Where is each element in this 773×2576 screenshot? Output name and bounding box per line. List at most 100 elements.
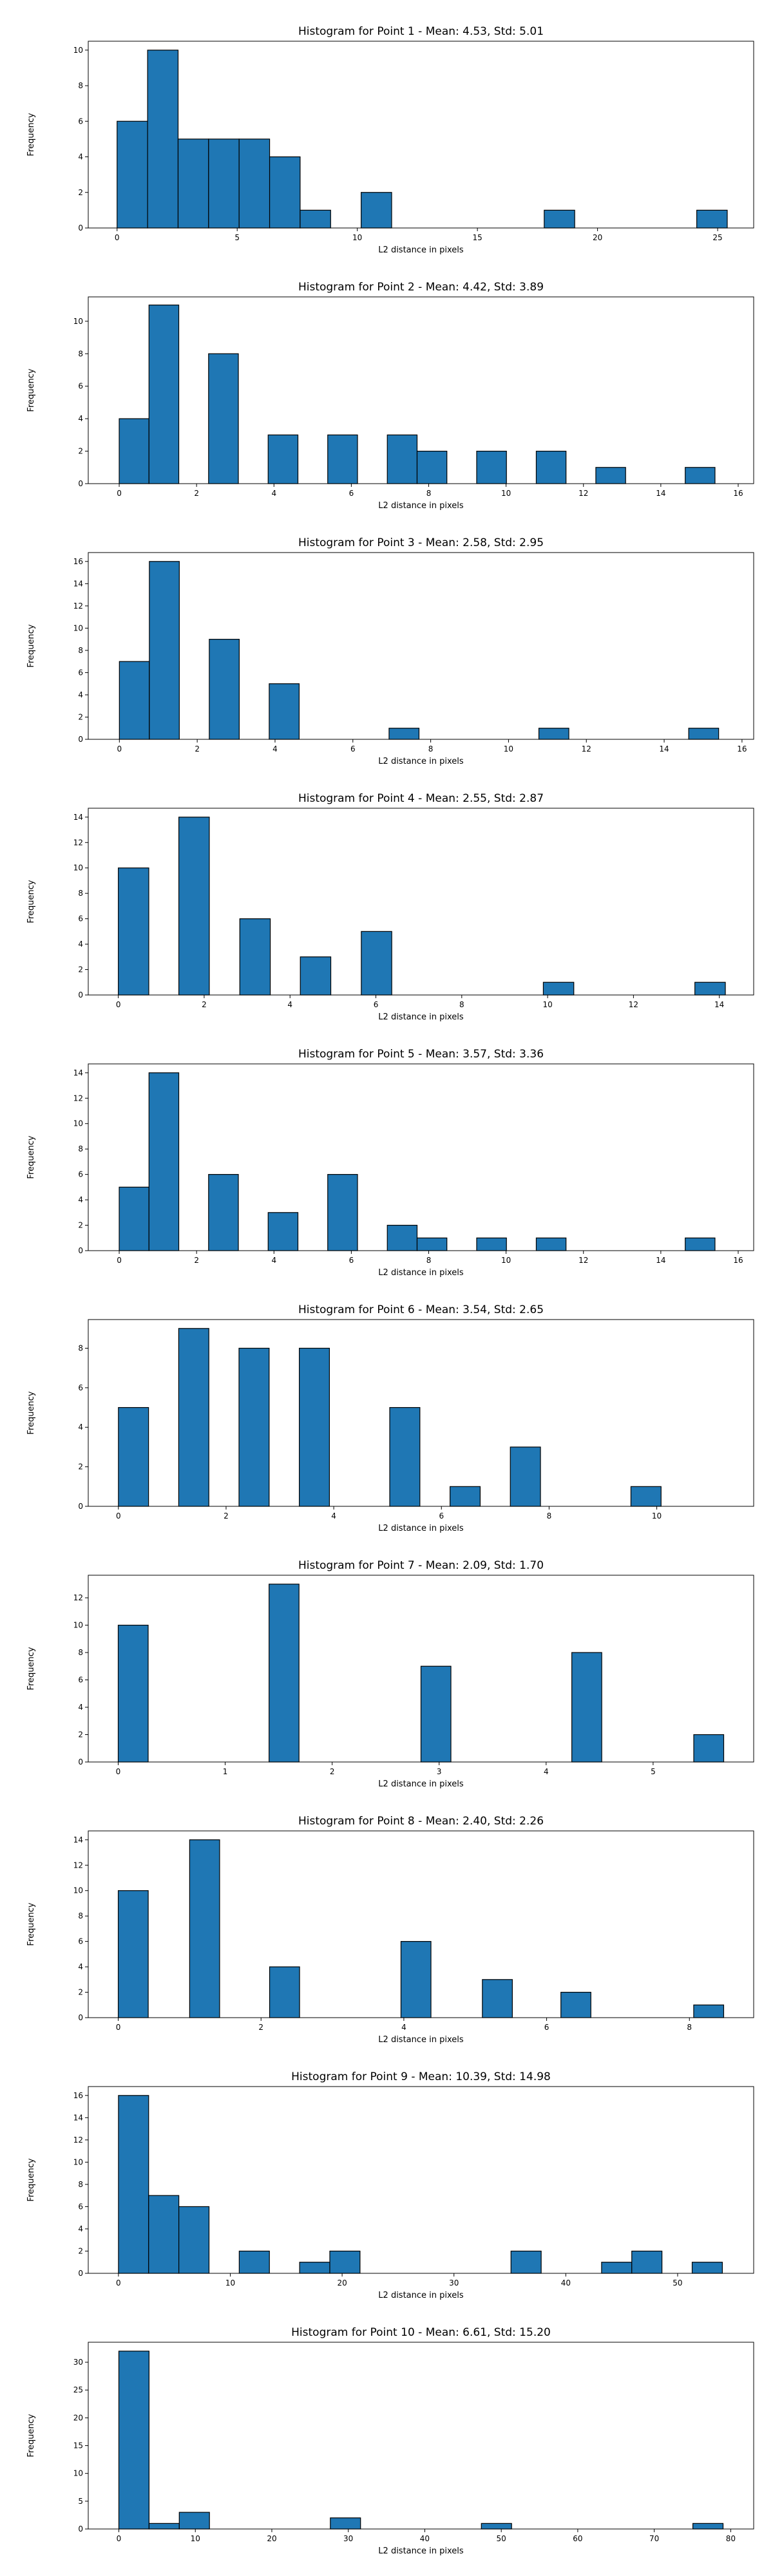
- chart-2-frame: [88, 296, 754, 484]
- chart-10-ytick-label-6: 25: [73, 2385, 83, 2394]
- chart-3-bar-4: [269, 683, 300, 740]
- chart-5-bar-3: [208, 1174, 239, 1251]
- chart-3-ytick-label-1: 0: [78, 735, 83, 744]
- chart-9-xtick-label-2: 10: [225, 2278, 235, 2287]
- chart-9: Histogram for Point 9 - Mean: 10.39, Std…: [26, 2070, 754, 2300]
- chart-5-xtick-label-8: 14: [656, 1256, 665, 1265]
- chart-5-ytick-label-5: 8: [78, 1144, 83, 1153]
- chart-7-ytick-label-2: 2: [78, 1730, 83, 1739]
- chart-3-ytick-label-7: 12: [73, 601, 83, 611]
- chart-10-ytick-label-3: 10: [73, 2469, 83, 2478]
- chart-9-ytick-label-6: 10: [73, 2157, 83, 2166]
- chart-10-bar-5: [481, 2523, 512, 2530]
- chart-9-bar-2: [148, 2195, 180, 2274]
- chart-4-ytick-label-5: 8: [78, 889, 83, 898]
- chart-6-frame: [88, 1319, 754, 1507]
- chart-2-bar-6: [386, 434, 418, 484]
- chart-6-title: Histogram for Point 6 - Mean: 3.54, Std:…: [298, 1303, 544, 1316]
- chart-2-bar-2: [148, 305, 180, 484]
- chart-9-frame: [88, 2086, 754, 2274]
- chart-4-xtick-label-2: 2: [202, 1000, 207, 1009]
- chart-8-ytick-label-2: 2: [78, 1988, 83, 1997]
- chart-2-ytick-label-3: 4: [78, 414, 83, 423]
- chart-2-bar-4: [267, 434, 299, 484]
- chart-4-xtick-label-4: 6: [374, 1000, 379, 1009]
- chart-5-title: Histogram for Point 5 - Mean: 3.57, Std:…: [298, 1048, 544, 1061]
- chart-5: Histogram for Point 5 - Mean: 3.57, Std:…: [26, 1048, 754, 1278]
- chart-2-xtick-label-3: 4: [271, 489, 276, 498]
- chart-3-bar-5: [388, 728, 420, 740]
- chart-1-xtick-label-1: 0: [115, 233, 120, 242]
- chart-2-bar-7: [416, 450, 448, 484]
- chart-2-xtick-label-1: 0: [117, 489, 122, 498]
- chart-3-title: Histogram for Point 3 - Mean: 2.58, Std:…: [298, 536, 544, 549]
- chart-4-bar-4: [300, 956, 332, 996]
- chart-8-xtick-label-1: 0: [116, 2023, 121, 2032]
- chart-7-xtick-label-3: 2: [330, 1767, 335, 1776]
- chart-5-bar-8: [476, 1237, 507, 1251]
- chart-2-ytick-label-2: 2: [78, 447, 83, 456]
- chart-1-ytick-label-4: 6: [78, 117, 83, 126]
- chart-7-xtick-label-6: 5: [651, 1767, 656, 1776]
- chart-5-bar-6: [386, 1224, 418, 1251]
- chart-6-xtick-label-6: 10: [652, 1511, 662, 1520]
- chart-4-bar-2: [178, 817, 210, 996]
- chart-7-title: Histogram for Point 7 - Mean: 2.09, Std:…: [298, 1559, 544, 1572]
- chart-5-bar-7: [416, 1237, 448, 1251]
- chart-1: Histogram for Point 1 - Mean: 4.53, Std:…: [26, 25, 754, 255]
- chart-2-ytick-label-4: 6: [78, 382, 83, 391]
- chart-6-xlabel: L2 distance in pixels: [378, 1524, 464, 1533]
- chart-2-ytick-label-5: 8: [78, 349, 83, 358]
- chart-9-bar-10: [691, 2262, 723, 2274]
- chart-8-xtick-label-4: 6: [544, 2023, 549, 2032]
- chart-10-xtick-label-4: 30: [343, 2534, 353, 2543]
- chart-3-bar-6: [538, 728, 569, 740]
- chart-5-ytick-label-6: 10: [73, 1119, 83, 1128]
- chart-3-ytick-label-9: 16: [73, 557, 83, 566]
- chart-3-xlabel: L2 distance in pixels: [378, 757, 464, 766]
- chart-10-xtick-label-7: 60: [573, 2534, 582, 2543]
- chart-10-bar-4: [330, 2517, 361, 2530]
- chart-4-frame: [88, 808, 754, 996]
- chart-5-ytick-label-1: 0: [78, 1246, 83, 1255]
- chart-9-ytick-label-5: 8: [78, 2180, 83, 2189]
- chart-4-xtick-label-6: 10: [542, 1000, 552, 1009]
- chart-9-ytick-label-2: 2: [78, 2246, 83, 2255]
- chart-1-bar-4: [208, 138, 240, 229]
- chart-7-ytick-label-1: 0: [78, 1757, 83, 1766]
- chart-2: Histogram for Point 2 - Mean: 4.42, Std:…: [26, 281, 754, 511]
- chart-1-xtick-label-6: 25: [712, 233, 722, 242]
- chart-7-xlabel: L2 distance in pixels: [378, 1779, 464, 1789]
- chart-8-ytick-label-1: 0: [78, 2013, 83, 2022]
- chart-8-ytick-label-7: 12: [73, 1861, 83, 1870]
- chart-6-bar-3: [238, 1347, 270, 1507]
- chart-10-ytick-label-1: 0: [78, 2524, 83, 2533]
- chart-4-ylabel: Frequency: [26, 880, 36, 923]
- chart-9-bar-6: [329, 2250, 361, 2274]
- chart-1-bar-5: [238, 138, 271, 229]
- chart-8-ytick-label-5: 8: [78, 1911, 83, 1920]
- chart-10-bar-2: [148, 2523, 180, 2530]
- chart-8-title: Histogram for Point 8 - Mean: 2.40, Std:…: [298, 1815, 544, 1828]
- chart-3-bar-2: [149, 561, 180, 740]
- chart-10-xtick-label-1: 0: [117, 2534, 122, 2543]
- chart-8-xtick-label-2: 2: [258, 2023, 263, 2032]
- chart-1-ytick-label-1: 0: [78, 223, 83, 232]
- chart-4-bar-3: [239, 918, 271, 996]
- chart-6-ylabel: Frequency: [26, 1391, 36, 1434]
- chart-6-xtick-label-3: 4: [331, 1511, 336, 1520]
- chart-8-xlabel: L2 distance in pixels: [378, 2035, 464, 2045]
- chart-8-bar-2: [189, 1839, 220, 2018]
- chart-9-xtick-label-4: 30: [449, 2278, 459, 2287]
- chart-6-ytick-label-3: 4: [78, 1423, 83, 1432]
- chart-7-xtick-label-4: 3: [437, 1767, 442, 1776]
- chart-4-bar-7: [694, 981, 726, 996]
- chart-7-ytick-label-7: 12: [73, 1593, 83, 1602]
- chart-8: Histogram for Point 8 - Mean: 2.40, Std:…: [26, 1815, 754, 2045]
- chart-2-bar-11: [685, 467, 716, 484]
- chart-5-ylabel: Frequency: [26, 1135, 36, 1179]
- chart-3-ytick-label-6: 10: [73, 623, 83, 632]
- chart-4-title: Histogram for Point 4 - Mean: 2.55, Std:…: [298, 792, 544, 805]
- chart-9-bar-9: [631, 2250, 663, 2274]
